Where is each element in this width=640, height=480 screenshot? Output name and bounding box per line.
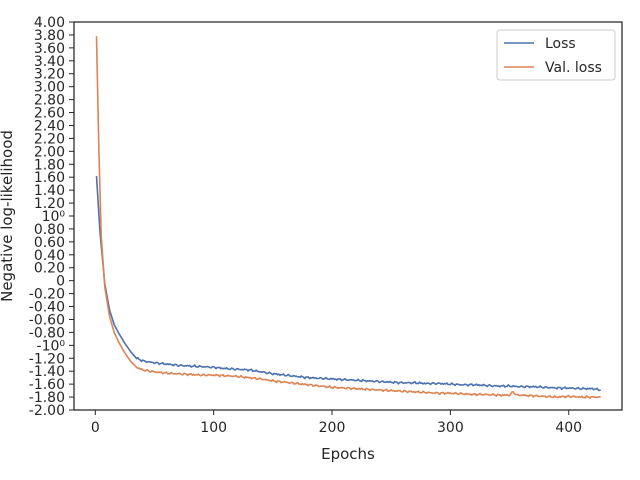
x-tick-label: 200 [319, 420, 346, 436]
y-tick-label: 3.40 [34, 54, 65, 70]
y-tick-label: -0.80 [29, 325, 65, 341]
x-axis-title: Epochs [321, 445, 375, 463]
y-tick-label: 0.40 [34, 248, 65, 264]
y-tick-label: 0.20 [34, 261, 65, 277]
legend: Loss Val. loss [496, 29, 616, 81]
x-tick-label: 300 [437, 420, 464, 436]
series-layer [95, 36, 602, 399]
x-tick-label: 100 [200, 420, 227, 436]
y-tick-label: -1.60 [29, 377, 65, 393]
legend-label: Loss [545, 36, 576, 52]
y-tick-label: -1.80 [29, 390, 65, 406]
y-tick-label: 3.60 [34, 41, 65, 57]
y-tick-label: -0.40 [29, 300, 65, 316]
x-axis-ticks: 0 100 200 300 400 [91, 410, 582, 436]
y-tick-label: -0.20 [29, 287, 65, 303]
y-tick-label: 3.20 [34, 67, 65, 83]
x-tick-label: 400 [555, 420, 582, 436]
x-tick-label: 0 [91, 420, 100, 436]
series-line-loss [95, 175, 602, 392]
y-tick-label: 2.60 [34, 106, 65, 122]
y-tick-label: 2.00 [34, 144, 65, 160]
y-tick-label: 2.80 [34, 93, 65, 109]
y-axis-title: Negative log-likelihood [0, 130, 16, 302]
y-tick-label: 2.40 [34, 118, 65, 134]
y-tick-label: -2.00 [29, 403, 65, 419]
series-line-val-loss [95, 36, 601, 399]
y-tick-label: -0.60 [29, 312, 65, 328]
y-tick-label: 3.00 [34, 80, 65, 96]
y-tick-label: 0 [56, 274, 65, 290]
y-tick-label: 2.20 [34, 131, 65, 147]
y-tick-label: 0.60 [34, 235, 65, 251]
y-tick-label: 3.80 [34, 28, 65, 44]
y-tick-label: -1.20 [29, 351, 65, 367]
y-tick-label: 0.80 [34, 222, 65, 238]
y-tick-label: 1.80 [34, 157, 65, 173]
y-tick-label: 10⁰ [42, 209, 66, 225]
y-tick-label: -1.40 [29, 364, 65, 380]
y-tick-label: 4.00 [34, 15, 65, 31]
y-tick-label: 1.20 [34, 196, 65, 212]
y-tick-label: 1.40 [34, 183, 65, 199]
y-tick-label: -10⁰ [37, 338, 66, 354]
y-tick-label: 1.60 [34, 170, 65, 186]
y-axis-ticks: -2.00-1.80-1.60-1.40-1.20-10⁰-0.80-0.60-… [29, 15, 74, 419]
legend-label: Val. loss [545, 60, 602, 76]
